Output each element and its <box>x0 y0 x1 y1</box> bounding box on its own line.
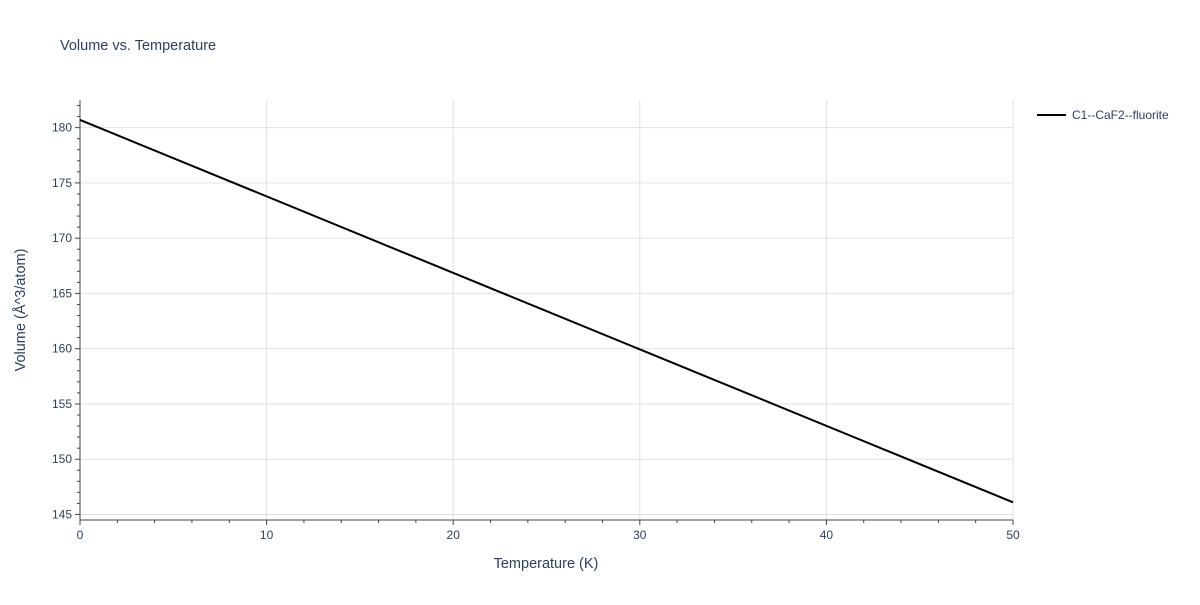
series-lines <box>79 118 1014 504</box>
y-tick-label: 180 <box>52 121 72 135</box>
x-axis-title: Temperature (K) <box>494 556 599 572</box>
x-tick-label: 50 <box>1006 528 1020 542</box>
x-tick-label: 30 <box>633 528 647 542</box>
chart-title: Volume vs. Temperature <box>60 38 216 54</box>
legend-label-c1-caf2-fluorite: C1--CaF2--fluorite <box>1072 108 1169 122</box>
x-tick-label: 10 <box>260 528 274 542</box>
y-tick-label: 175 <box>52 176 72 190</box>
x-tick-label: 0 <box>77 528 84 542</box>
x-tick-label: 20 <box>447 528 461 542</box>
tick-labels: 0 10 20 30 40 50 145 150 155 160 165 170 175 180 <box>52 121 1020 542</box>
y-tick-label: 170 <box>52 231 72 245</box>
y-tick-label: 165 <box>52 286 72 300</box>
x-tick-label: 40 <box>820 528 834 542</box>
legend[interactable]: C1--CaF2--fluorite <box>1037 108 1169 122</box>
y-tick-label: 145 <box>52 507 72 521</box>
y-axis-title: Volume (Å^3/atom) <box>12 249 29 372</box>
y-tick-label: 160 <box>52 342 72 356</box>
series-line-c1-caf2-fluorite <box>79 118 1014 504</box>
y-tick-label: 150 <box>52 452 72 466</box>
axes <box>75 100 1014 525</box>
y-tick-label: 155 <box>52 397 72 411</box>
grid-lines <box>80 100 1014 520</box>
